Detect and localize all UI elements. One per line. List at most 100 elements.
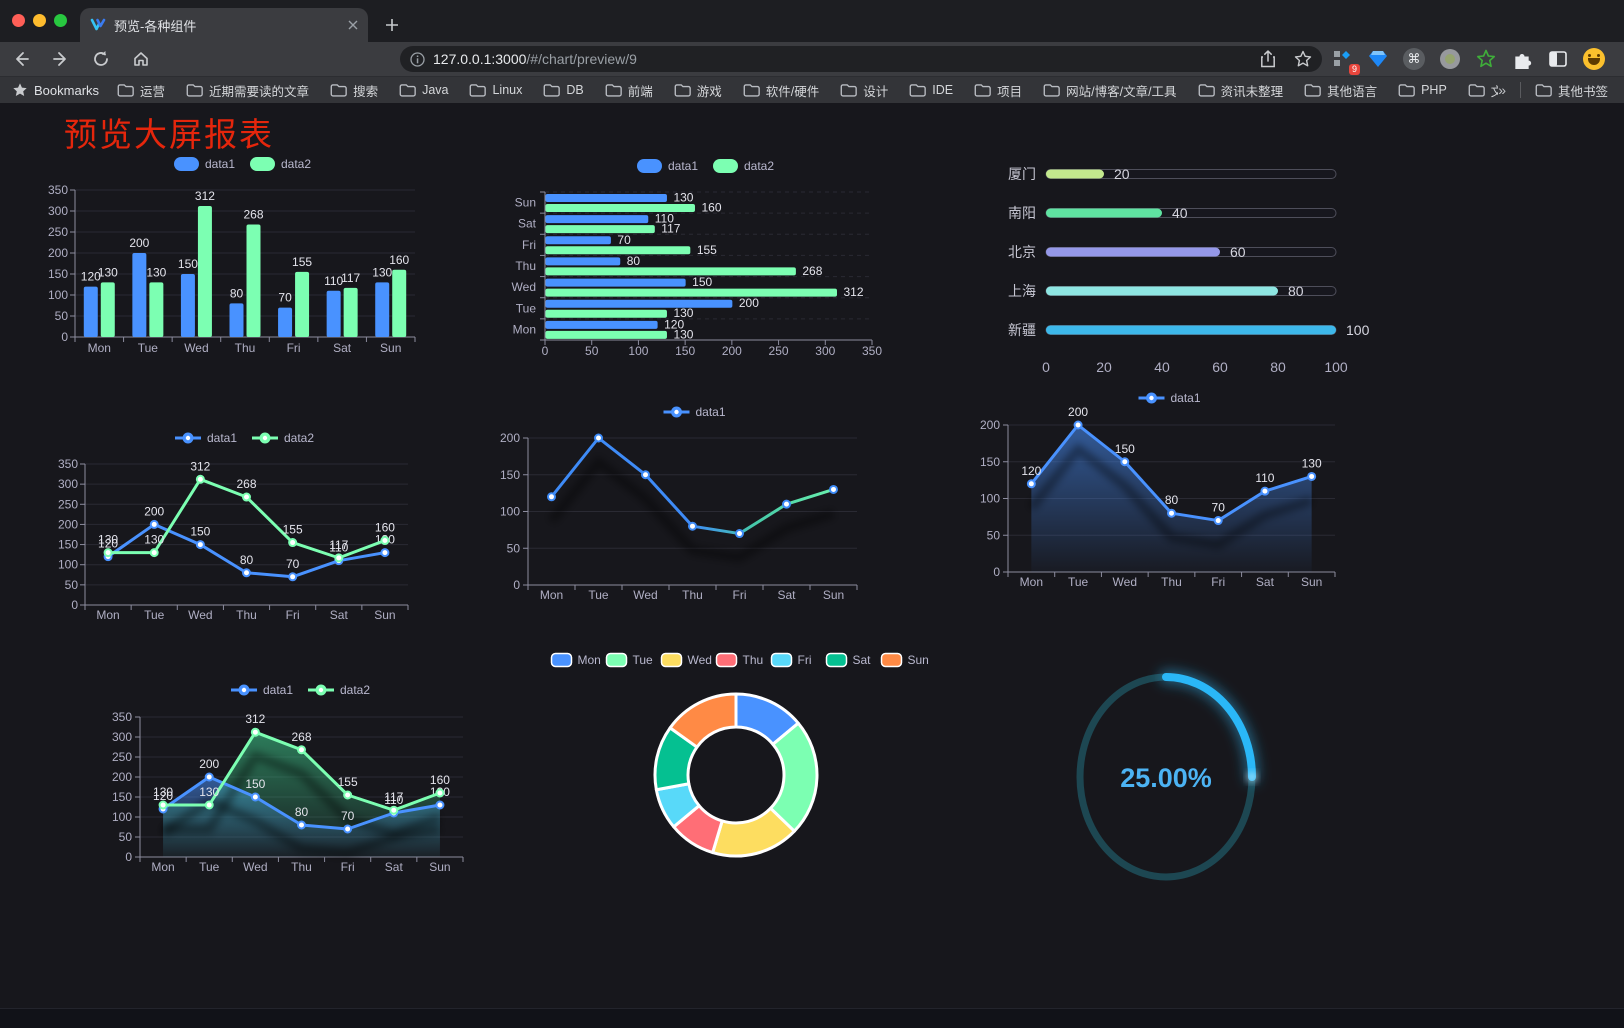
- command-extension-icon[interactable]: ⌘: [1402, 47, 1426, 71]
- emoji-extension-icon[interactable]: [1582, 47, 1606, 71]
- recorder-extension-icon[interactable]: [1438, 47, 1462, 71]
- svg-text:200: 200: [144, 504, 164, 518]
- svg-text:200: 200: [48, 246, 68, 260]
- bookmarks-bar: Bookmarks 运营 近期需要读的文章 搜索 Java Linux DB 前端 游戏 软件/…: [0, 76, 1624, 103]
- svg-text:50: 50: [65, 578, 79, 592]
- url-path: /#/chart/preview/9: [526, 51, 637, 67]
- svg-text:300: 300: [58, 477, 78, 491]
- bookmark-folder[interactable]: IDE: [909, 83, 953, 97]
- browser-tab[interactable]: 预览-各种组件: [80, 8, 368, 42]
- progress-bars: 厦门 20 南阳 40 北京 60 上海 80 新疆 100 0 20 40 60 80 100: [1008, 166, 1370, 375]
- svg-text:Sat: Sat: [1256, 575, 1275, 589]
- bookmark-folder[interactable]: Java: [399, 83, 448, 97]
- bookmark-star-icon[interactable]: [1294, 50, 1312, 68]
- favicon: [90, 18, 106, 31]
- svg-text:150: 150: [48, 267, 68, 281]
- svg-text:Tue: Tue: [144, 608, 165, 622]
- svg-text:100: 100: [112, 810, 132, 824]
- bookmark-folder[interactable]: 文件服务器: [1468, 81, 1498, 100]
- bookmark-folder[interactable]: 资讯未整理: [1198, 81, 1283, 100]
- svg-text:100: 100: [500, 505, 520, 519]
- back-button[interactable]: [8, 46, 34, 72]
- line-gradient: 0 50 100 150 200 Mon Tue Wed Thu Fri Sat Sun data1: [500, 405, 858, 602]
- address-bar[interactable]: 127.0.0.1:3000/#/chart/preview/9: [400, 46, 1322, 72]
- svg-text:130: 130: [146, 265, 166, 279]
- svg-text:300: 300: [112, 730, 132, 744]
- home-button[interactable]: [128, 46, 154, 72]
- bookmark-folder[interactable]: 其他语言: [1304, 81, 1377, 100]
- svg-text:117: 117: [384, 790, 403, 804]
- svg-text:150: 150: [178, 257, 198, 271]
- svg-text:Mon: Mon: [1020, 575, 1043, 589]
- svg-text:上海: 上海: [1008, 283, 1036, 299]
- svg-text:100: 100: [1346, 322, 1370, 338]
- tab-close-icon[interactable]: [348, 20, 358, 30]
- svg-text:Mon: Mon: [578, 653, 601, 667]
- svg-text:Thu: Thu: [291, 860, 312, 874]
- svg-text:Tue: Tue: [516, 301, 537, 315]
- svg-text:150: 150: [112, 790, 132, 804]
- tab-title: 预览-各种组件: [114, 18, 197, 34]
- extensions-puzzle-icon[interactable]: [1510, 47, 1534, 71]
- svg-text:120: 120: [664, 317, 684, 331]
- bookmark-folder[interactable]: 游戏: [674, 81, 722, 100]
- share-icon[interactable]: [1260, 50, 1276, 68]
- svg-text:50: 50: [987, 528, 1001, 542]
- site-info-icon[interactable]: [410, 51, 425, 67]
- svg-text:130: 130: [1302, 456, 1322, 470]
- svg-text:100: 100: [628, 344, 648, 358]
- svg-text:80: 80: [1165, 493, 1179, 507]
- svg-text:data1: data1: [696, 405, 726, 419]
- svg-text:0: 0: [1042, 359, 1050, 375]
- bookmark-folder[interactable]: 近期需要读的文章: [186, 81, 309, 100]
- gem-extension-icon[interactable]: [1366, 47, 1390, 71]
- svg-text:250: 250: [769, 344, 789, 358]
- zoom-window-button[interactable]: [54, 14, 67, 27]
- svg-text:120: 120: [98, 537, 118, 551]
- svg-text:Sun: Sun: [908, 653, 929, 667]
- minimize-window-button[interactable]: [33, 14, 46, 27]
- folder-icon: [1468, 84, 1485, 97]
- bookmark-folder[interactable]: 网站/博客/文章/工具: [1043, 81, 1177, 100]
- evernote-extension-icon[interactable]: [1474, 47, 1498, 71]
- bookmark-folder[interactable]: 软件/硬件: [743, 81, 819, 100]
- bookmark-folder[interactable]: Linux: [469, 83, 522, 97]
- svg-text:Sat: Sat: [853, 653, 872, 667]
- svg-text:Wed: Wed: [1113, 575, 1137, 589]
- folder-icon: [974, 84, 991, 97]
- bookmark-folder[interactable]: 项目: [974, 81, 1022, 100]
- reload-button[interactable]: [88, 46, 114, 72]
- area-single: 0 50 100 150 200 Mon Tue Wed Thu Fri Sat Sun 120 200 1…: [980, 391, 1336, 589]
- bookmarks-overflow-chevron[interactable]: »: [1498, 82, 1506, 98]
- bookmarks-label[interactable]: Bookmarks: [34, 82, 100, 98]
- sidebar-extension-icon[interactable]: [1546, 47, 1570, 71]
- bookmarks-star-icon[interactable]: [12, 82, 28, 98]
- folder-icon: [117, 84, 134, 97]
- svg-text:120: 120: [153, 789, 173, 803]
- close-window-button[interactable]: [12, 14, 25, 27]
- svg-text:0: 0: [513, 578, 520, 592]
- svg-text:268: 268: [243, 207, 263, 221]
- svg-text:60: 60: [1212, 359, 1228, 375]
- svg-text:150: 150: [675, 344, 695, 358]
- svg-text:350: 350: [862, 344, 882, 358]
- svg-text:Tue: Tue: [588, 588, 609, 602]
- bookmark-folder[interactable]: 设计: [840, 81, 888, 100]
- other-bookmarks-folder[interactable]: 其他书签: [1535, 81, 1608, 100]
- svg-text:Sat: Sat: [385, 860, 404, 874]
- new-tab-button[interactable]: [380, 13, 404, 37]
- bookmark-folder[interactable]: 运营: [117, 81, 165, 100]
- svg-text:110: 110: [324, 274, 343, 288]
- svg-text:data1: data1: [1171, 391, 1201, 405]
- svg-text:130: 130: [98, 265, 118, 279]
- bookmark-folder[interactable]: 搜索: [330, 81, 378, 100]
- bookmark-folder[interactable]: DB: [543, 83, 584, 97]
- svg-text:200: 200: [58, 517, 78, 531]
- tab-manager-extension-icon[interactable]: 9: [1330, 47, 1360, 75]
- bookmark-folder[interactable]: 前端: [605, 81, 653, 100]
- svg-text:100: 100: [58, 558, 78, 572]
- svg-text:厦门: 厦门: [1008, 166, 1036, 182]
- svg-text:Fri: Fri: [733, 588, 747, 602]
- bookmark-folder[interactable]: PHP: [1398, 83, 1447, 97]
- forward-button[interactable]: [48, 46, 74, 72]
